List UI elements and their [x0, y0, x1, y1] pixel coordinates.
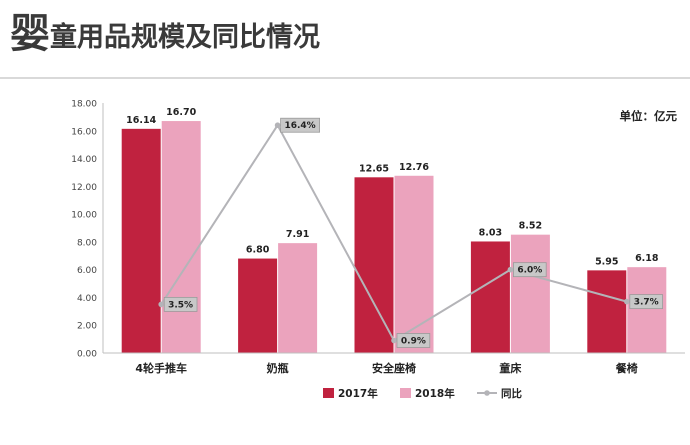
line-point-label-box [629, 294, 663, 310]
bar [121, 128, 161, 353]
bar-value-label: 6.80 [246, 245, 270, 256]
y-tick-label: 6.00 [77, 266, 97, 276]
line-point-label: 3.7% [634, 298, 659, 308]
bar-layer: 16.14 16.70 6.80 7.91 12.65 12.76 8.03 8.52 5.95… [121, 107, 667, 353]
legend-label: 2018年 [415, 387, 455, 400]
y-tick-label: 8.00 [77, 238, 97, 248]
line-point [624, 298, 630, 305]
line-point-label-box [163, 296, 198, 312]
line-point-label-box [280, 117, 321, 133]
legend-label: 同比 [501, 387, 522, 400]
bar-value-label: 8.03 [479, 227, 502, 238]
bar-value-label: 8.52 [519, 221, 542, 232]
y-tick-label: 14.00 [71, 155, 97, 165]
bar [470, 241, 510, 353]
y-tick-label: 4.00 [77, 294, 97, 304]
line-point [507, 266, 514, 273]
legend-swatch [400, 388, 411, 398]
line-layer: 3.5% 16.4% 0.9% 6.0% 3.7% [158, 117, 663, 348]
page-title-first-char: 婴 [10, 11, 50, 57]
x-axis: 4轮手推车 奶瓶 安全座椅 童床 餐椅 [103, 352, 685, 375]
title-divider [0, 77, 690, 79]
bar-value-label: 16.70 [166, 107, 196, 118]
legend: 2017年 2018年 同比 [323, 387, 522, 400]
x-tick-label: 餐椅 [615, 361, 638, 375]
bar-value-label: 7.91 [286, 229, 309, 240]
bar-value-label: 16.14 [126, 115, 156, 126]
bar [510, 234, 550, 353]
y-tick-label: 12.00 [71, 183, 97, 193]
line-point-label: 6.0% [517, 266, 542, 276]
bar [394, 175, 434, 353]
chart: 0.00 2.00 4.00 6.00 8.00 10.00 12.00 14.00 16.00… [71, 100, 685, 400]
x-tick-label: 童床 [499, 361, 522, 375]
line-point-label-box [512, 262, 547, 278]
y-tick-label: 18.00 [71, 100, 97, 110]
x-tick-label: 4轮手推车 [135, 361, 187, 375]
bar-value-label: 5.95 [595, 256, 618, 267]
page-title: 婴童用品规模及同比情况 [10, 14, 320, 54]
line-point-label: 3.5% [168, 300, 193, 310]
line-point [274, 122, 281, 129]
bar [238, 258, 278, 353]
page-title-rest: 童用品规模及同比情况 [50, 22, 320, 53]
chart-panel: 0.00 2.00 4.00 6.00 8.00 10.00 12.00 14.00 16.00… [55, 87, 685, 407]
y-tick-label: 10.00 [71, 211, 97, 221]
y-tick-label: 0.00 [77, 350, 97, 360]
legend-line-marker [484, 390, 490, 396]
line-point [158, 301, 164, 308]
legend-label: 2017年 [338, 387, 378, 400]
bar [587, 270, 627, 353]
line-point-label-box [396, 333, 431, 348]
unit-label: 单位：亿元 [620, 109, 678, 123]
bar [354, 177, 394, 353]
bar-value-label: 6.18 [635, 253, 659, 264]
y-tick-label: 2.00 [77, 322, 97, 332]
y-axis: 0.00 2.00 4.00 6.00 8.00 10.00 12.00 14.00 16.00… [71, 100, 104, 360]
x-tick-label: 安全座椅 [372, 361, 416, 375]
bar [627, 267, 667, 353]
line-point-label: 16.4% [284, 121, 315, 131]
line-series [160, 123, 628, 342]
bar-value-label: 12.76 [399, 162, 429, 173]
bar [161, 121, 201, 353]
legend-swatch [323, 388, 334, 398]
bar [278, 243, 318, 353]
line-point-label: 0.9% [401, 337, 426, 347]
bar-value-label: 12.65 [359, 163, 389, 174]
line-point [391, 337, 397, 344]
y-tick-label: 16.00 [71, 127, 97, 137]
x-tick-label: 奶瓶 [267, 361, 289, 375]
